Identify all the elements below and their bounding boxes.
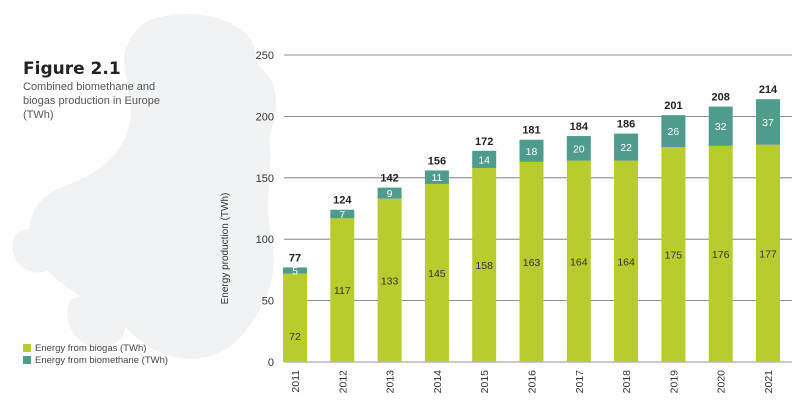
label-biomethane-2015: 14 xyxy=(478,154,490,166)
label-biomethane-2021: 37 xyxy=(762,117,774,129)
bar-biomethane-2014 xyxy=(424,170,449,184)
legend-item-biogas: Energy from biogas (TWh) xyxy=(23,342,168,354)
bar-biogas-2020 xyxy=(708,145,733,362)
label-biogas-2012: 117 xyxy=(334,285,351,297)
label-biogas-2011: 72 xyxy=(289,331,301,343)
bar-biogas-2012 xyxy=(330,218,355,362)
x-tick-label-2014: 2014 xyxy=(432,370,444,394)
label-biogas-2020: 176 xyxy=(712,249,730,261)
x-tick-label-2012: 2012 xyxy=(337,370,349,394)
total-label-2016: 181 xyxy=(522,125,540,137)
label-biogas-2014: 145 xyxy=(428,268,446,280)
bar-biomethane-2013 xyxy=(377,187,402,199)
total-label-2011: 77 xyxy=(289,252,301,264)
bar-biomethane-2019 xyxy=(661,115,686,148)
legend-label-biomethane: Energy from biomethane (TWh) xyxy=(35,354,169,366)
figure-caption: Combined biomethane and biogas productio… xyxy=(23,81,160,121)
bar-biomethane-2018 xyxy=(614,133,639,161)
x-tick-label-2020: 2020 xyxy=(716,370,728,394)
total-label-2015: 172 xyxy=(475,136,493,148)
bar-biogas-2016 xyxy=(519,161,544,362)
bar-biogas-2015 xyxy=(472,167,497,362)
label-biogas-2015: 158 xyxy=(475,260,493,272)
chart-legend: Energy from biogas (TWh) Energy from bio… xyxy=(23,342,168,366)
total-label-2021: 214 xyxy=(759,84,778,96)
label-biomethane-2018: 22 xyxy=(620,142,632,154)
y-axis-label: Energy production (TWh) xyxy=(220,193,231,305)
bar-biomethane-2015 xyxy=(472,150,497,168)
x-tick-label-2021: 2021 xyxy=(763,370,775,394)
label-biomethane-2019: 26 xyxy=(668,126,680,138)
bar-biomethane-2016 xyxy=(519,139,544,162)
bar-biomethane-2017 xyxy=(566,136,591,161)
bar-biogas-2021 xyxy=(756,144,780,362)
label-biogas-2017: 164 xyxy=(570,256,588,268)
total-label-2017: 184 xyxy=(570,121,589,133)
x-tick-label-2018: 2018 xyxy=(621,370,633,394)
legend-swatch-biogas xyxy=(23,344,31,352)
bar-biomethane-2021 xyxy=(756,99,780,145)
bar-biomethane-2011 xyxy=(283,267,307,274)
figure-label: Figure 2.1 xyxy=(23,59,121,79)
y-tick-label: 200 xyxy=(256,111,274,123)
bar-biomethane-2020 xyxy=(708,106,733,146)
x-tick-label-2017: 2017 xyxy=(574,370,586,394)
label-biomethane-2014: 11 xyxy=(431,172,442,184)
x-tick-label-2011: 2011 xyxy=(290,370,302,393)
label-biomethane-2012: 7 xyxy=(339,209,345,221)
bar-biogas-2017 xyxy=(566,160,591,362)
bar-biogas-2019 xyxy=(661,147,686,362)
y-tick-label: 150 xyxy=(256,173,274,185)
legend-item-biomethane: Energy from biomethane (TWh) xyxy=(23,354,168,366)
bar-biogas-2011 xyxy=(283,273,307,362)
x-tick-label-2015: 2015 xyxy=(479,370,491,394)
label-biogas-2018: 164 xyxy=(617,256,635,268)
total-label-2019: 201 xyxy=(664,100,682,112)
y-tick-label: 0 xyxy=(268,357,274,369)
y-tick-label: 50 xyxy=(262,296,274,308)
label-biogas-2021: 177 xyxy=(759,248,777,260)
bar-biogas-2014 xyxy=(424,183,449,362)
x-tick-label-2019: 2019 xyxy=(668,370,680,394)
label-biomethane-2017: 20 xyxy=(573,143,585,155)
bar-biogas-2018 xyxy=(614,160,639,362)
legend-swatch-biomethane xyxy=(23,356,31,364)
x-tick-label-2016: 2016 xyxy=(527,370,539,394)
y-tick-label: 100 xyxy=(256,234,274,246)
total-label-2018: 186 xyxy=(617,119,635,131)
y-tick-label: 250 xyxy=(256,50,274,62)
total-label-2014: 156 xyxy=(428,155,446,167)
label-biomethane-2016: 18 xyxy=(526,146,538,158)
total-label-2012: 124 xyxy=(333,195,352,207)
bar-biogas-2013 xyxy=(377,198,402,362)
label-biogas-2013: 133 xyxy=(381,275,399,287)
label-biomethane-2020: 32 xyxy=(715,121,727,133)
label-biomethane-2011: 5 xyxy=(292,266,298,278)
label-biomethane-2013: 9 xyxy=(387,188,393,200)
total-label-2013: 142 xyxy=(380,173,398,185)
label-biogas-2016: 163 xyxy=(523,257,541,269)
x-tick-label-2013: 2013 xyxy=(385,370,397,394)
legend-label-biogas: Energy from biogas (TWh) xyxy=(35,342,147,354)
total-label-2020: 208 xyxy=(712,92,730,104)
label-biogas-2019: 175 xyxy=(665,250,683,262)
bar-biomethane-2012 xyxy=(330,209,355,219)
